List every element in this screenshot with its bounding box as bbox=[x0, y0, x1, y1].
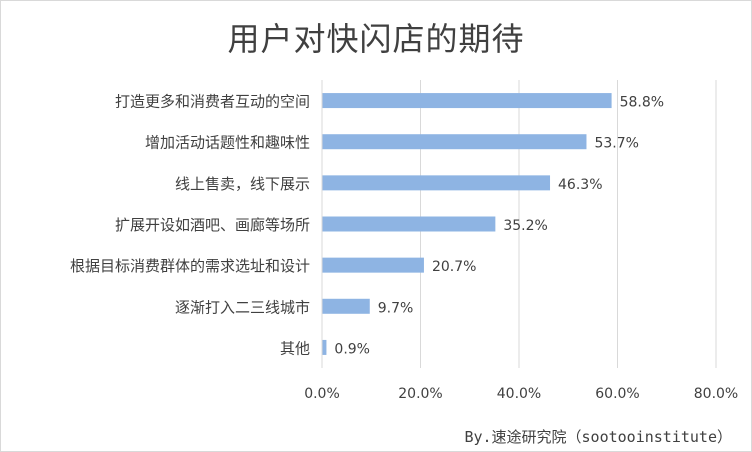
data-label: 20.7% bbox=[432, 259, 476, 275]
bar bbox=[322, 93, 612, 109]
bar bbox=[322, 175, 551, 191]
data-label: 9.7% bbox=[378, 300, 414, 316]
x-tick-label: 80.0% bbox=[694, 386, 738, 402]
bar bbox=[322, 216, 496, 232]
data-label: 0.9% bbox=[334, 341, 370, 357]
category-label: 逐渐打入二三线城市 bbox=[175, 298, 310, 316]
data-label: 35.2% bbox=[503, 218, 547, 234]
x-tick-label: 40.0% bbox=[497, 386, 541, 402]
category-label: 打造更多和消费者互动的空间 bbox=[115, 93, 310, 111]
data-label: 58.8% bbox=[620, 95, 664, 111]
bar bbox=[322, 298, 370, 314]
bar bbox=[322, 257, 424, 273]
category-label: 其他 bbox=[280, 339, 310, 357]
data-label: 46.3% bbox=[558, 177, 602, 193]
category-label: 增加活动话题性和趣味性 bbox=[145, 134, 310, 152]
bar bbox=[322, 134, 587, 150]
data-label: 53.7% bbox=[594, 136, 638, 152]
category-label: 线上售卖，线下展示 bbox=[175, 175, 310, 193]
bar bbox=[322, 339, 327, 355]
x-tick-label: 60.0% bbox=[595, 386, 639, 402]
source-note: By.速途研究院（sootooinstitute） bbox=[464, 428, 732, 446]
x-tick-label: 0.0% bbox=[304, 386, 340, 402]
category-label: 扩展开设如酒吧、画廊等场所 bbox=[115, 216, 310, 234]
category-label: 根据目标消费群体的需求选址和设计 bbox=[70, 257, 310, 275]
chart-title: 用户对快闪店的期待 bbox=[227, 20, 525, 58]
x-tick-label: 20.0% bbox=[398, 386, 442, 402]
